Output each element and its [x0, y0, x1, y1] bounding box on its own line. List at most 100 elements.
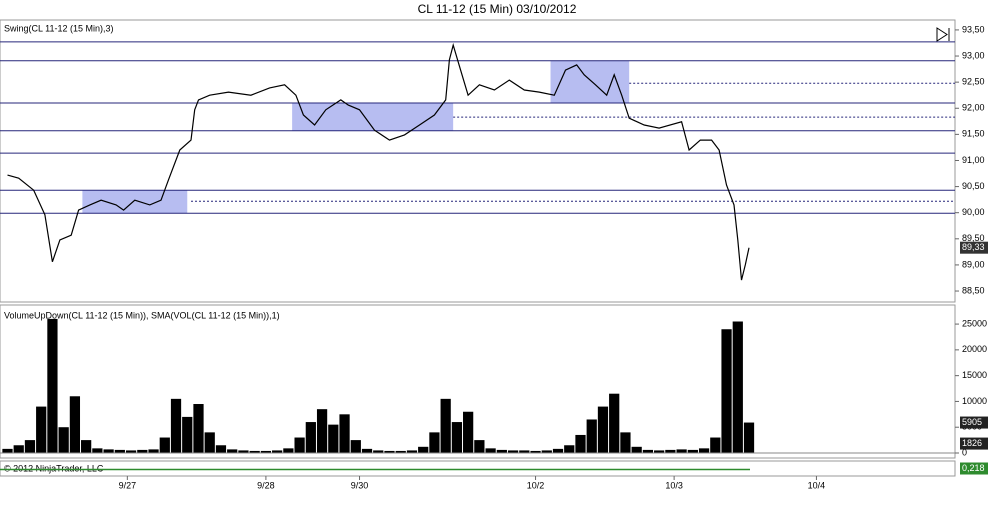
volume-bar [204, 432, 215, 453]
y-tick-label: 91,00 [962, 155, 985, 165]
volume-bar [676, 449, 687, 453]
y-tick-label: 10000 [962, 396, 987, 406]
volume-bar [182, 416, 193, 453]
y-tick-label: 20000 [962, 344, 987, 354]
swing-zone [82, 190, 188, 214]
y-tick-label: 92,50 [962, 77, 985, 87]
value-badge [960, 416, 988, 429]
y-tick-label: 25000 [962, 318, 987, 328]
price-panel-label: Swing(CL 11-12 (15 Min),3) [4, 23, 114, 33]
volume-bar [24, 440, 36, 453]
value-badge-label: 1826 [962, 438, 982, 448]
play-button[interactable] [936, 27, 950, 42]
volume-bar [316, 409, 328, 453]
price-panel [0, 19, 956, 303]
copyright: © 2012 NinjaTrader, LLC [4, 463, 104, 473]
y-tick-label: 91,50 [962, 129, 985, 139]
volume-bar [148, 449, 159, 453]
value-badge [960, 241, 988, 254]
volume-bar [541, 450, 552, 453]
volume-bar [406, 450, 418, 453]
value-badge [960, 462, 988, 475]
value-badge-label: 5905 [962, 417, 982, 427]
volume-bar [69, 396, 81, 453]
volume-bar [395, 450, 406, 453]
volume-bar [114, 449, 125, 453]
x-tick-label: 9/30 [351, 480, 369, 490]
value-badge-label: 89,33 [962, 242, 985, 252]
x-tick-label: 10/3 [665, 480, 683, 490]
volume-bar [238, 450, 249, 453]
volume-bar [743, 422, 755, 453]
y-tick-label: 0 [962, 447, 967, 457]
volume-bar [272, 450, 283, 453]
volume-bar [721, 329, 732, 453]
volume-bar [552, 448, 564, 453]
volume-bar [103, 449, 114, 453]
volume-bar [519, 450, 530, 453]
volume-bar [58, 427, 69, 453]
volume-bar [485, 448, 496, 453]
volume-bar [597, 406, 609, 453]
volume-bar [373, 450, 384, 453]
x-tick-label: 9/27 [119, 480, 137, 490]
volume-bar [137, 449, 148, 453]
volume-bar [2, 448, 13, 453]
volume-bar [305, 422, 316, 453]
volume-bar [631, 446, 642, 453]
y-tick-label: 15000 [962, 370, 987, 380]
volume-bar [159, 437, 170, 453]
volume-bar [530, 450, 541, 453]
volume-bar [193, 404, 204, 453]
y-tick-label: 92,00 [962, 103, 985, 113]
y-tick-label: 90,50 [962, 181, 985, 191]
volume-bar [564, 445, 575, 453]
x-tick-label: 10/2 [527, 480, 545, 490]
volume-bar [440, 398, 451, 453]
volume-bar [418, 446, 429, 453]
volume-bar [586, 419, 597, 453]
volume-bar [125, 450, 137, 453]
volume-bar [732, 321, 743, 453]
x-tick-label: 9/28 [257, 480, 275, 490]
volume-bar [710, 437, 721, 453]
volume-bar [507, 450, 519, 453]
volume-bar [328, 424, 339, 453]
volume-bar [361, 448, 373, 453]
volume-bar [13, 445, 24, 453]
volume-bar [642, 449, 654, 453]
volume-bar [260, 450, 272, 453]
volume-bar [283, 448, 294, 453]
volume-bar [170, 398, 182, 453]
y-tick-label: 93,50 [962, 24, 985, 34]
volume-bar [47, 318, 58, 453]
volume-bar [350, 440, 361, 453]
volume-bar [36, 406, 47, 453]
y-tick-label: 93,00 [962, 50, 985, 60]
volume-bar [687, 449, 698, 453]
y-tick-label: 88,50 [962, 285, 985, 295]
x-tick-label: 10/4 [808, 480, 826, 490]
volume-bar [654, 450, 665, 453]
swing-zone [292, 103, 454, 131]
volume-bar [463, 411, 474, 453]
volume-bar [294, 437, 305, 453]
volume-bar [620, 432, 631, 453]
value-badge-label: 0,218 [962, 463, 985, 473]
y-tick-label: 89,50 [962, 233, 985, 243]
volume-bar [81, 440, 92, 453]
y-tick-label: 90,00 [962, 207, 985, 217]
volume-bar [665, 449, 676, 453]
volume-bar [227, 449, 238, 453]
volume-bar [384, 450, 395, 453]
price-line [7, 42, 750, 281]
volume-bar [575, 434, 586, 453]
y-tick-label: 89,00 [962, 259, 985, 269]
volume-bar [429, 432, 440, 453]
volume-bar [496, 449, 507, 453]
window-title: CL 11-12 (15 Min) 03/10/2012 [418, 2, 577, 16]
volume-bar [339, 414, 350, 453]
volume-panel [0, 304, 956, 459]
